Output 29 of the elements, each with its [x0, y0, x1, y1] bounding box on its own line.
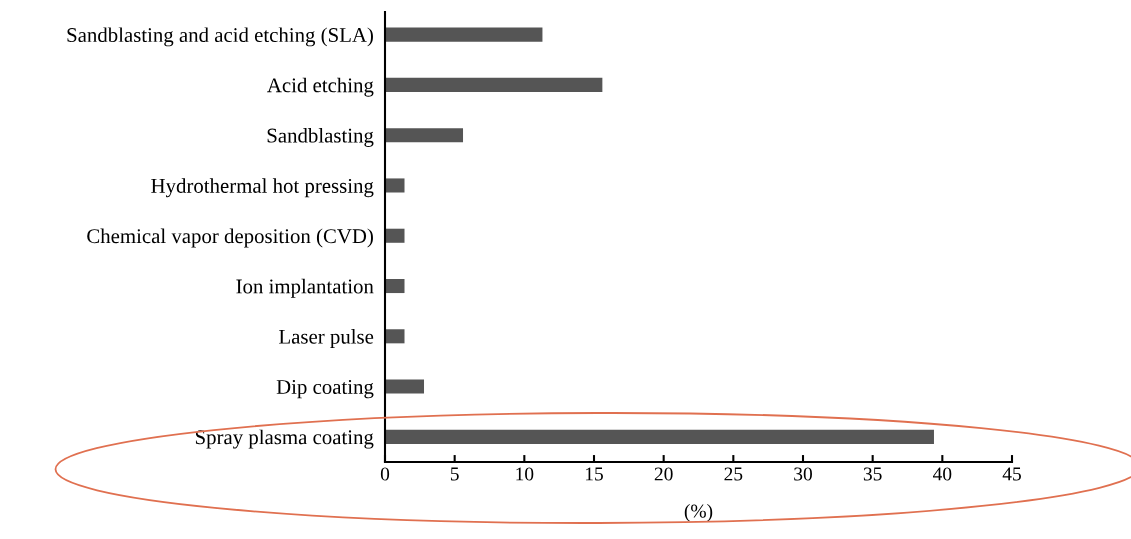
x-axis-title: (%) [684, 503, 713, 522]
bar [385, 379, 425, 394]
y-tick-label: Spray plasma coating [195, 429, 374, 449]
y-tick-label: Sandblasting [267, 127, 374, 147]
y-tick-label: Chemical vapor deposition (CVD) [87, 228, 373, 248]
bar [385, 228, 405, 243]
x-tick-label: 25 [724, 467, 743, 481]
bar [385, 329, 405, 344]
x-tick-label: 40 [932, 467, 952, 481]
bar [385, 278, 405, 294]
bar [385, 27, 543, 42]
x-tick-label: 35 [863, 467, 882, 481]
x-tick-label: 10 [516, 467, 534, 481]
x-tick-label: 0 [380, 467, 390, 481]
x-tick-label: 15 [585, 467, 603, 481]
x-tick-label: 30 [794, 467, 812, 481]
x-tick-label: 5 [450, 467, 459, 481]
bar [385, 178, 405, 193]
y-tick-label: Dip coating [276, 379, 374, 399]
bar [385, 429, 934, 444]
x-tick-label: 20 [654, 467, 673, 481]
y-tick-label: Laser pulse [279, 329, 374, 348]
y-tick-label: Sandblasting and acid etching (SLA) [67, 27, 373, 47]
y-tick-label: Acid etching [267, 77, 374, 97]
y-tick-label: Ion implantation [236, 278, 374, 298]
bar [385, 77, 603, 92]
y-tick-label: Hydrothermal hot pressing [151, 178, 374, 198]
x-tick-label: 45 [1002, 467, 1021, 481]
bar [385, 128, 464, 143]
